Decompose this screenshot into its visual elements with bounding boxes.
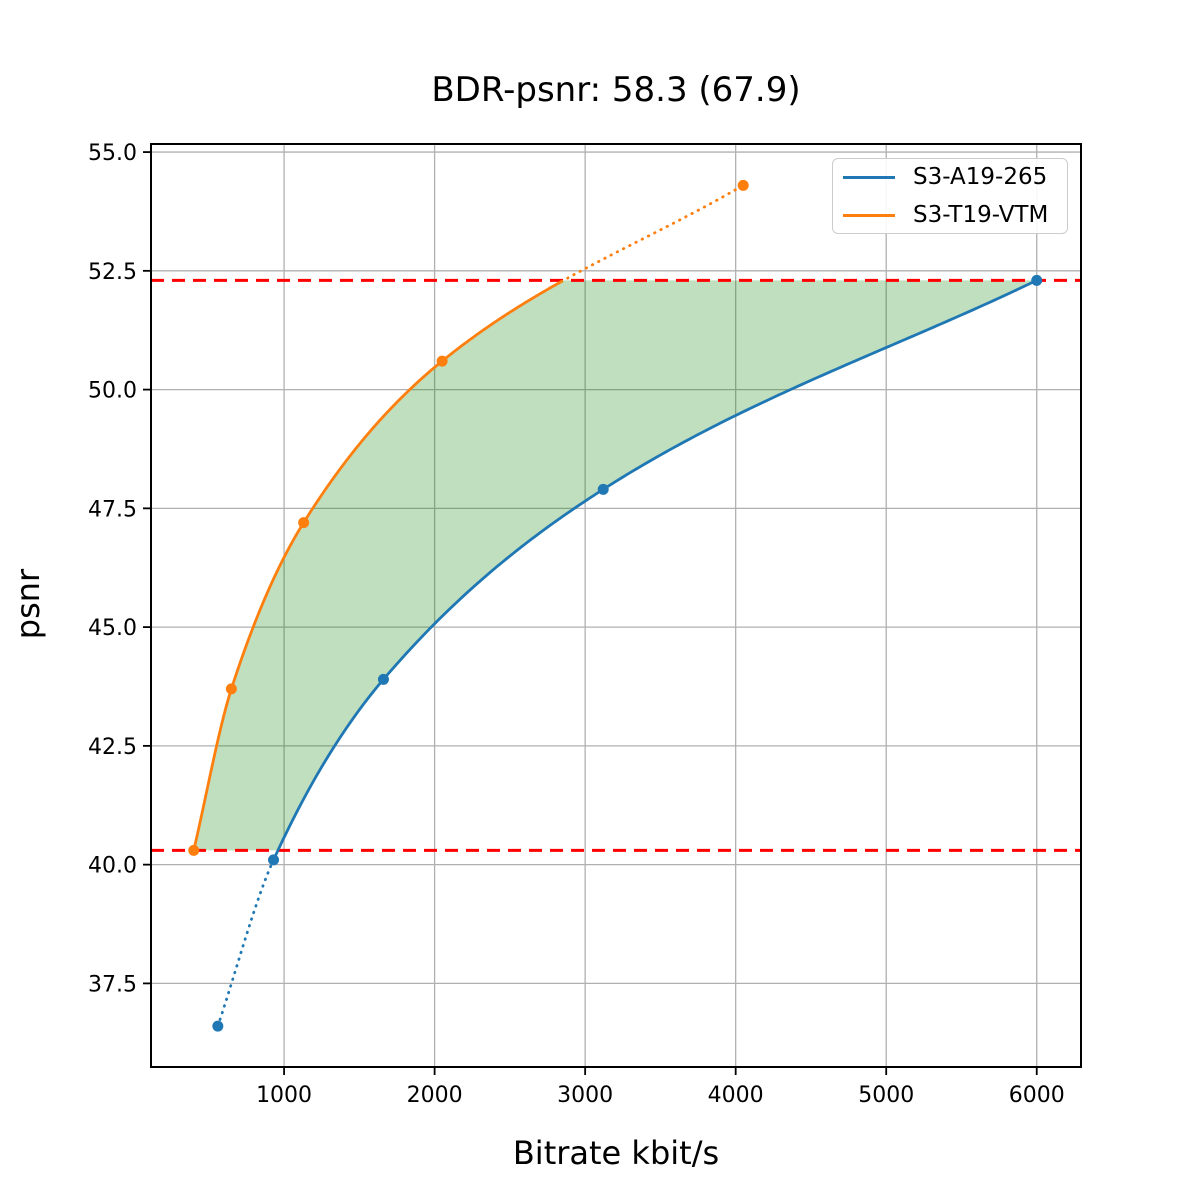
legend-line-swatch [843,175,895,179]
data-point-marker [1031,274,1043,286]
series-line-solid [272,279,1038,861]
data-point-marker [188,844,200,856]
data-point-marker [436,355,448,367]
bd-overlap-region [193,280,1037,851]
x-tick-label: 2000 [407,1083,463,1108]
series-line-dotted [560,183,745,283]
legend-label: S3-T19-VTM [913,202,1049,228]
chart-title: BDR-psnr: 58.3 (67.9) [431,70,801,110]
axis-ticks [143,151,1038,1075]
x-tick-label: 6000 [1009,1083,1065,1108]
data-point-marker [298,517,310,529]
data-point-marker [597,483,609,495]
grid [151,144,1081,1067]
data-point-marker [737,179,749,191]
x-tick-label: 4000 [708,1083,764,1108]
legend-item: S3-T19-VTM [843,200,1057,230]
x-tick-label: 5000 [858,1083,914,1108]
y-tick-label: 50.0 [88,379,137,404]
y-tick-label: 47.5 [88,497,137,522]
series-line-solid [192,280,563,851]
series-line-dotted [216,858,275,1028]
y-tick-label: 55.0 [88,141,137,166]
y-tick-label: 42.5 [88,735,137,760]
axes-frame [150,143,1082,1068]
legend-line-swatch [843,213,895,217]
data-point-marker [268,854,280,866]
data-point-marker [377,673,389,685]
legend-item: S3-A19-265 [843,162,1057,192]
y-tick-label: 52.5 [88,260,137,285]
x-tick-label: 3000 [557,1083,613,1108]
y-tick-label: 45.0 [88,616,137,641]
legend-label: S3-A19-265 [913,164,1048,190]
y-tick-label: 40.0 [88,854,137,879]
y-tick-label: 37.5 [88,972,137,997]
x-tick-label: 1000 [256,1083,312,1108]
data-point-marker [225,683,237,695]
legend: S3-A19-265 S3-T19-VTM [832,158,1068,234]
x-axis-label: Bitrate kbit/s [512,1134,720,1172]
data-point-marker [212,1020,224,1032]
